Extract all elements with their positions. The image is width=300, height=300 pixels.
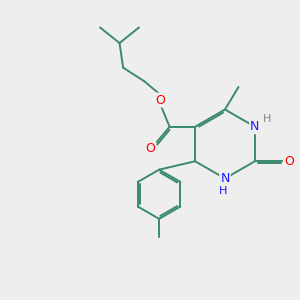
Text: N: N [220,172,230,185]
Text: H: H [263,114,272,124]
Text: O: O [284,155,294,168]
Text: O: O [146,142,155,155]
Text: N: N [250,120,260,133]
Text: H: H [219,186,228,196]
Text: O: O [156,94,166,106]
